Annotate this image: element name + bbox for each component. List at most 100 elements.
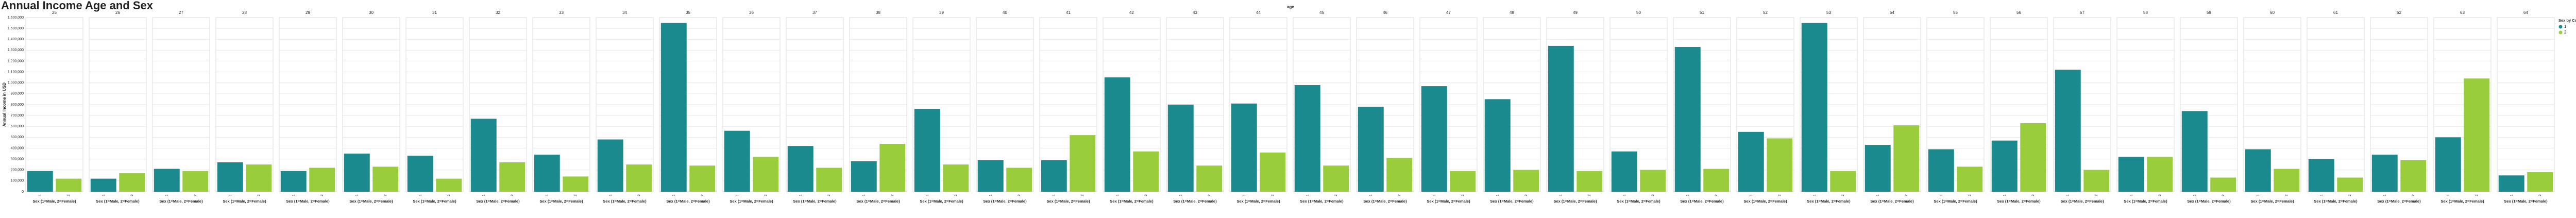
facet-frame	[1229, 17, 1287, 192]
bar	[309, 167, 335, 192]
x-tick-label: 1	[165, 194, 168, 196]
bar	[436, 178, 462, 192]
facet-frame	[342, 17, 400, 192]
x-tick-label: 1	[546, 194, 549, 196]
x-tick-label: 2	[1842, 194, 1845, 196]
facet-frame	[2370, 17, 2428, 192]
x-tick-label: 2	[2285, 194, 2289, 196]
y-tick-label: 1,500,000	[8, 27, 24, 30]
x-tick-label: 1	[1433, 194, 1436, 196]
x-axis-title: Sex (1=Male, 2=Female)	[539, 199, 583, 204]
bar	[1323, 165, 1349, 192]
x-axis-title: Sex (1=Male, 2=Female)	[793, 199, 837, 204]
bar	[1260, 152, 1286, 192]
facet-frame	[659, 17, 717, 192]
facet-label: 55	[1953, 10, 1958, 15]
x-tick-label: 1	[1116, 194, 1119, 196]
y-tick-label: 600,000	[11, 125, 24, 128]
bar	[1006, 167, 1032, 192]
x-axis-title: Sex (1=Male, 2=Female)	[1997, 199, 2041, 204]
x-axis-title: Sex (1=Male, 2=Female)	[2250, 199, 2294, 204]
bar	[1386, 158, 1413, 192]
facet-frame	[1673, 17, 1731, 192]
x-tick-label: 2	[1145, 194, 1148, 196]
x-axis-title: Sex (1=Male, 2=Female)	[1363, 199, 1407, 204]
x-tick-label: 2	[1335, 194, 1338, 196]
legend-swatch	[2558, 25, 2563, 29]
y-tick-label: 1,400,000	[8, 38, 24, 41]
x-axis-title: Sex (1=Male, 2=Female)	[1300, 199, 1344, 204]
x-axis-title: Sex (1=Male, 2=Female)	[666, 199, 710, 204]
x-tick-label: 1	[2130, 194, 2133, 196]
x-tick-label: 2	[1018, 194, 1021, 196]
x-tick-label: 1	[609, 194, 612, 196]
facet-label: 49	[1573, 10, 1578, 15]
y-tick-label: 1,300,000	[8, 48, 24, 52]
bar	[499, 162, 526, 192]
facet-label: 37	[812, 10, 817, 15]
x-tick-label: 1	[1876, 194, 1879, 196]
bar	[2400, 160, 2427, 192]
x-tick-label: 1	[1496, 194, 1499, 196]
x-tick-label: 1	[1813, 194, 1816, 196]
bar	[2337, 177, 2363, 192]
x-axis-title: Sex (1=Male, 2=Female)	[2504, 199, 2548, 204]
bar	[689, 165, 716, 192]
legend-label: 1	[2564, 24, 2567, 29]
facet-frame	[89, 17, 147, 192]
x-tick-label: 2	[1652, 194, 1655, 196]
x-tick-label: 2	[1208, 194, 1211, 196]
x-tick-label: 2	[2095, 194, 2098, 196]
facet-label: 36	[749, 10, 754, 15]
legend-swatch	[2558, 30, 2563, 35]
y-tick-label: 100,000	[11, 179, 24, 183]
bar	[534, 155, 560, 192]
bar	[119, 173, 145, 192]
bar	[2464, 78, 2490, 192]
facet-label: 47	[1446, 10, 1451, 15]
x-tick-label: 2	[765, 194, 768, 196]
x-tick-label: 2	[1778, 194, 1782, 196]
x-axis-title: Sex (1=Male, 2=Female)	[1743, 199, 1787, 204]
facet-label: 43	[1193, 10, 1197, 15]
x-tick-label: 2	[828, 194, 831, 196]
bar	[2435, 137, 2461, 192]
bar	[1133, 151, 1159, 192]
facet-frame	[2053, 17, 2111, 192]
x-tick-label: 1	[292, 194, 295, 196]
bar	[2371, 155, 2398, 192]
facet-label: 27	[179, 10, 183, 15]
facet-label: 52	[1763, 10, 1768, 15]
x-tick-label: 2	[2539, 194, 2542, 196]
facet-frame	[722, 17, 781, 192]
x-tick-label: 1	[2447, 194, 2450, 196]
x-tick-label: 1	[1369, 194, 1372, 196]
bar	[27, 171, 53, 192]
x-tick-label: 1	[1750, 194, 1753, 196]
bar	[1674, 47, 1701, 192]
legend-label: 2	[2564, 30, 2567, 35]
y-tick-label: 900,000	[11, 92, 24, 96]
x-tick-label: 1	[1623, 194, 1626, 196]
x-axis-title: Sex (1=Male, 2=Female)	[349, 199, 393, 204]
facet-frame	[1166, 17, 1224, 192]
facet-label: 59	[2207, 10, 2211, 15]
x-tick-label: 1	[989, 194, 992, 196]
x-axis-title: Sex (1=Male, 2=Female)	[2377, 199, 2421, 204]
facet-frame	[2433, 17, 2492, 192]
x-axis-title: Sex (1=Male, 2=Female)	[286, 199, 330, 204]
bar	[2210, 177, 2236, 192]
bar	[626, 164, 652, 192]
x-tick-label: 2	[131, 194, 134, 196]
bar	[1167, 105, 1194, 192]
bar	[1196, 165, 1223, 192]
facet-label: 48	[1510, 10, 1514, 15]
x-tick-label: 1	[229, 194, 232, 196]
x-tick-label: 2	[1588, 194, 1591, 196]
bar	[787, 146, 814, 192]
x-axis-title: Sex (1=Male, 2=Female)	[2314, 199, 2358, 204]
x-tick-label: 2	[955, 194, 958, 196]
x-axis-title: Sex (1=Male, 2=Female)	[1173, 199, 1217, 204]
x-axis-title: Sex (1=Male, 2=Female)	[920, 199, 963, 204]
x-tick-label: 1	[419, 194, 422, 196]
